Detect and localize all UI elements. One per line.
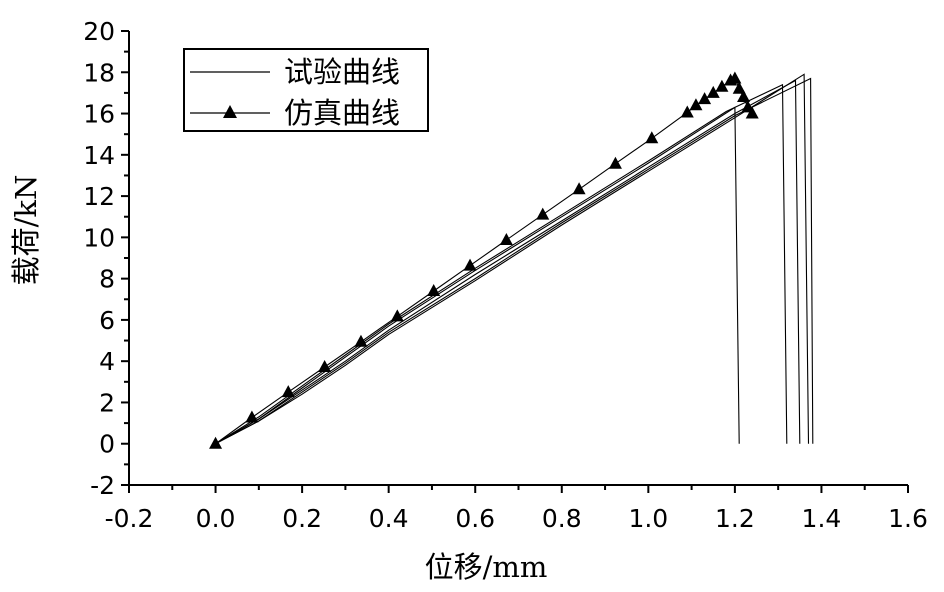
x-tick-label: 0.6 xyxy=(455,504,495,533)
simulation-point xyxy=(698,92,712,105)
simulation-point xyxy=(390,309,404,322)
y-tick-label: 10 xyxy=(83,223,115,252)
x-tick-label: 0.4 xyxy=(369,504,409,533)
y-axis-label: 载荷/kN xyxy=(9,175,43,286)
legend-triangle-marker xyxy=(223,105,237,118)
x-tick-label: 1.0 xyxy=(628,504,668,533)
simulation-point xyxy=(689,98,703,111)
simulation-point xyxy=(209,436,223,449)
simulation-point xyxy=(245,410,259,423)
legend: 试验曲线 仿真曲线 xyxy=(183,48,429,132)
y-tick-label: 2 xyxy=(99,388,115,417)
y-tick-label: 8 xyxy=(99,265,115,294)
x-tick-label: 1.6 xyxy=(888,504,928,533)
y-axis-ticks: -2 0 2 4 6 8 10 12 14 16 18 20 xyxy=(83,17,129,500)
simulation-point xyxy=(680,105,694,118)
x-axis-label: 位移/mm xyxy=(425,550,548,584)
simulation-point xyxy=(354,334,368,347)
simulation-point xyxy=(715,79,729,92)
simulation-point xyxy=(706,85,720,98)
simulation-point xyxy=(645,131,659,144)
simulation-point xyxy=(463,258,477,271)
simulation-point xyxy=(499,233,513,246)
y-tick-label: 18 xyxy=(83,58,115,87)
y-tick-label: 0 xyxy=(99,430,115,459)
y-tick-label: 4 xyxy=(99,347,115,376)
simulation-point xyxy=(728,71,742,84)
simulation-point xyxy=(572,182,586,195)
experimental-curve-line xyxy=(215,73,810,445)
y-tick-label: 6 xyxy=(99,306,115,335)
simulation-point xyxy=(732,81,746,94)
x-tick-label: 0.0 xyxy=(196,504,236,533)
simulation-point xyxy=(318,359,332,372)
simulation-curve-line xyxy=(215,77,753,445)
simulation-point xyxy=(281,385,295,398)
legend-label-experimental: 试验曲线 xyxy=(284,55,400,89)
x-axis-ticks: -0.2 0.0 0.2 0.4 0.6 0.8 1.0 1.2 1.4 1.6 xyxy=(105,485,928,533)
y-tick-label: -2 xyxy=(90,471,115,500)
y-tick-label: 12 xyxy=(83,182,115,211)
simulation-point xyxy=(737,90,751,103)
x-tick-label: -0.2 xyxy=(105,504,154,533)
simulation-point xyxy=(745,106,759,119)
y-tick-label: 20 xyxy=(83,17,115,46)
simulation-curve xyxy=(209,71,759,449)
x-tick-label: 0.2 xyxy=(282,504,322,533)
simulation-point xyxy=(608,156,622,169)
experimental-curve-line xyxy=(215,79,801,445)
x-tick-label: 0.8 xyxy=(542,504,582,533)
x-tick-label: 1.2 xyxy=(715,504,755,533)
y-tick-label: 16 xyxy=(83,100,115,129)
experimental-curve-line xyxy=(215,77,814,445)
x-tick-label: 1.4 xyxy=(802,504,842,533)
y-tick-label: 14 xyxy=(83,141,115,170)
simulation-point xyxy=(536,207,550,220)
legend-label-simulation: 仿真曲线 xyxy=(284,96,400,130)
simulation-point xyxy=(427,284,441,297)
